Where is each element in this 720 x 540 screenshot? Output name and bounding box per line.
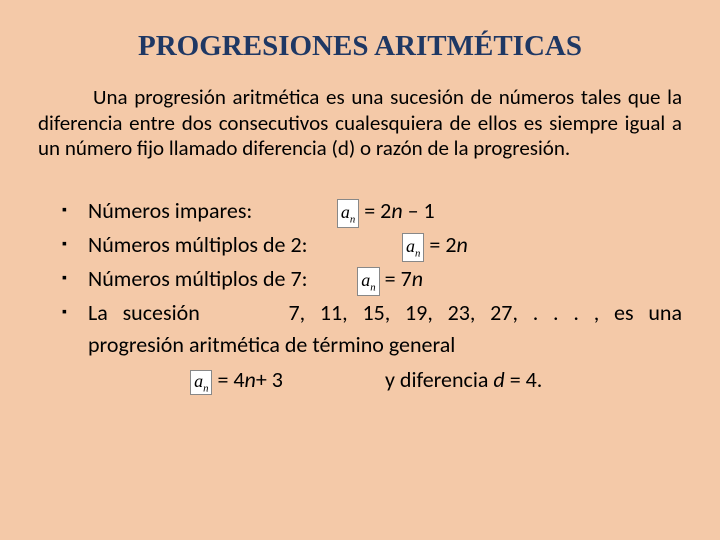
an-letter: a (361, 270, 370, 290)
bullet-content: La sucesión 7, 11, 15, 19, 23, 27, . . .… (88, 298, 682, 328)
an-sub: n (203, 382, 208, 394)
an-letter: a (341, 202, 350, 222)
list-item: ▪ La sucesión 7, 11, 15, 19, 23, 27, . .… (62, 298, 682, 328)
bullet-label: Números impares: (88, 197, 252, 224)
an-letter: a (406, 236, 415, 256)
bullet-marker: ▪ (62, 196, 88, 228)
an-sub: n (370, 282, 375, 294)
bullet-label: Números múltiplos de 2: (88, 231, 308, 258)
list-item: ▪ Números múltiplos de 7: an = 7n (62, 264, 682, 296)
formula-text: = 7n (380, 265, 423, 292)
final-tail1: y diferencia (385, 366, 493, 393)
bullet-label: Números múltiplos de 7: (88, 265, 308, 292)
an-box: an (357, 267, 379, 296)
bullet-sequence: 7, 11, 15, 19, 23, 27, . . . , (288, 299, 599, 326)
bullet-prefix: La sucesión (88, 299, 200, 326)
list-item: ▪ Números múltiplos de 2: an = 2n (62, 230, 682, 262)
an-sub: n (350, 213, 355, 225)
final-formula-row: an = 4n+ 3 y diferencia d = 4. (38, 366, 682, 396)
final-formula-left: an = 4n+ 3 (88, 366, 385, 396)
final-d: d (493, 366, 504, 393)
an-sub: n (415, 248, 420, 260)
intro-paragraph: Una progresión aritmética es una sucesió… (38, 85, 682, 162)
formula-text: = 2n – 1 (359, 197, 434, 224)
formula-text: = 4n+ 3 (212, 366, 282, 393)
bullet-marker: ▪ (62, 230, 88, 262)
formula-text: = 2n (424, 231, 467, 258)
an-box: an (337, 199, 359, 228)
final-formula-right: y diferencia d = 4. (385, 366, 682, 396)
bullet-marker: ▪ (62, 264, 88, 296)
bullet-marker: ▪ (62, 298, 88, 328)
bullet-suffix-filler: es una (614, 299, 682, 326)
list-item: ▪ Números impares: an = 2n – 1 (62, 196, 682, 228)
an-box: an (190, 370, 212, 396)
bullet-content: Números impares: an = 2n – 1 (88, 196, 682, 228)
page-title: PROGRESIONES ARITMÉTICAS (38, 30, 682, 63)
bullet-marker-empty (62, 330, 88, 360)
bullet-list: ▪ Números impares: an = 2n – 1 ▪ Números… (38, 196, 682, 360)
list-item-continuation: progresión aritmética de término general (62, 330, 682, 360)
bullet-content: progresión aritmética de término general (88, 330, 682, 360)
bullet-content: Números múltiplos de 2: an = 2n (88, 230, 682, 262)
bullet-content: Números múltiplos de 7: an = 7n (88, 264, 682, 296)
an-box: an (402, 233, 424, 262)
an-letter: a (194, 371, 203, 391)
final-tail2: = 4. (505, 366, 543, 393)
